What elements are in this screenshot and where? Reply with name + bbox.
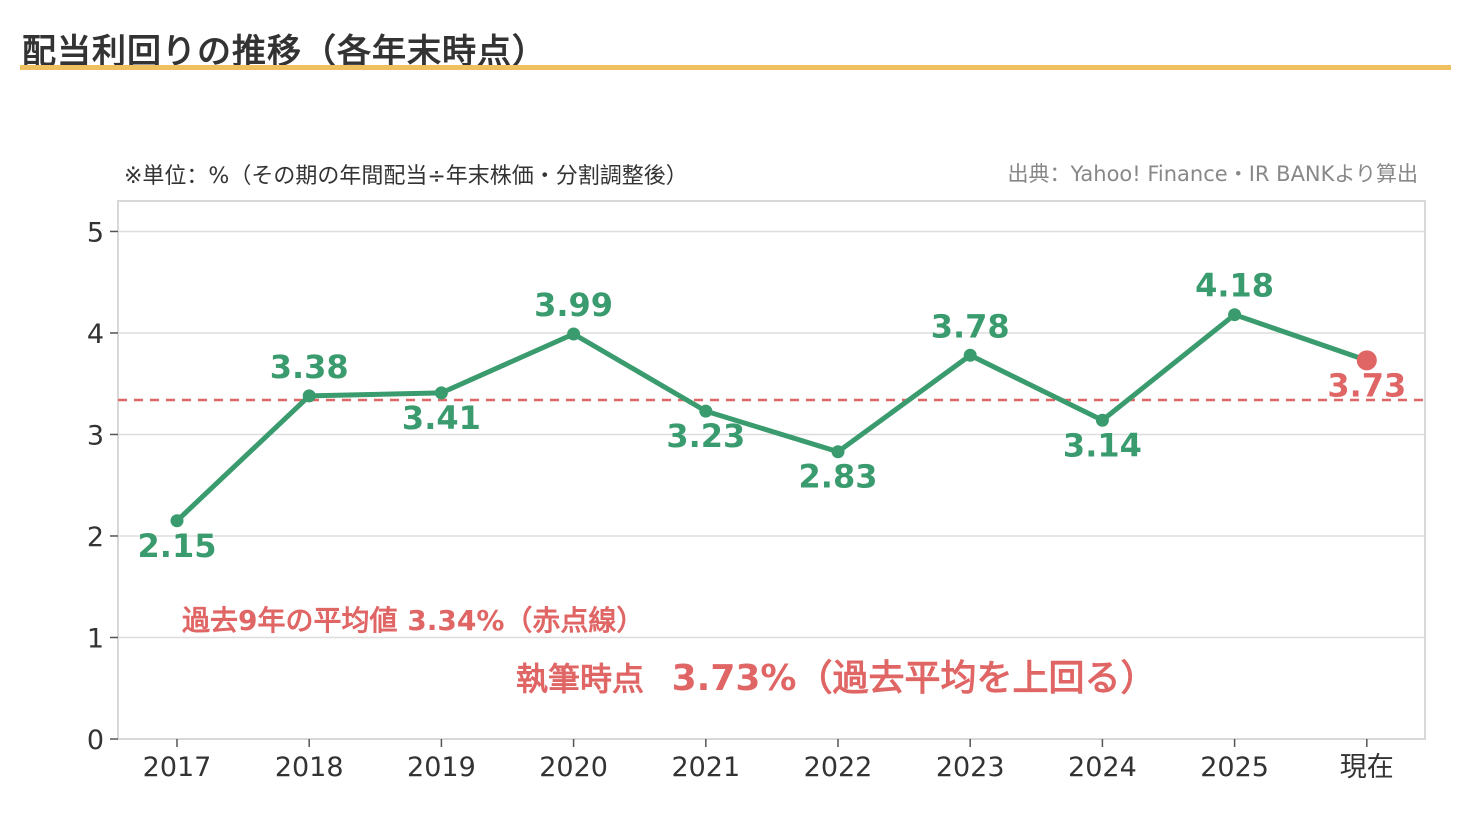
- data-label-9: 3.73: [1327, 366, 1406, 404]
- current-annotation-value: 3.73%（過去平均を上回る）: [672, 658, 1157, 699]
- unit-note: ※単位：%（その期の年間配当÷年末株価・分割調整後）: [124, 164, 688, 189]
- y-axis: 0 1 2 3 4 5: [87, 217, 118, 756]
- data-label-3: 3.99: [534, 286, 613, 324]
- data-point-9: [1356, 350, 1377, 371]
- data-label-8: 4.18: [1195, 267, 1274, 305]
- x-tick-label-3: 2020: [539, 752, 608, 783]
- x-tick-label-9: 現在: [1340, 752, 1394, 783]
- data-points: [170, 308, 1377, 528]
- y-tick-label-5: 5: [87, 217, 104, 248]
- data-label-5: 2.83: [799, 458, 878, 496]
- y-tick-label-1: 1: [87, 623, 104, 654]
- x-tick-label-2: 2019: [407, 752, 476, 783]
- y-tick-label-4: 4: [87, 319, 104, 350]
- data-labels: 2.15 3.38 3.41 3.99 3.23 2.83 3.78 3.14 4.18 3.73: [138, 267, 1407, 565]
- data-label-7: 3.14: [1063, 426, 1142, 464]
- x-tick-label-8: 2025: [1200, 752, 1269, 783]
- plot-frame: [117, 200, 1426, 740]
- source-note: 出典：Yahoo! Finance・IR BANKより算出: [1007, 162, 1418, 186]
- series-line: [175, 312, 1368, 523]
- x-tick-label-6: 2023: [936, 752, 1005, 783]
- x-tick-label-1: 2018: [275, 752, 344, 783]
- y-tick-label-0: 0: [87, 725, 104, 756]
- data-point-0: [170, 514, 184, 528]
- data-point-7: [1095, 413, 1109, 427]
- data-point-5: [831, 445, 845, 459]
- x-tick-label-5: 2022: [804, 752, 873, 783]
- data-label-0: 2.15: [138, 527, 217, 565]
- data-point-4: [699, 404, 713, 418]
- x-tick-label-0: 2017: [143, 752, 212, 783]
- average-annotation: 過去9年の平均値 3.34%（赤点線）: [182, 604, 644, 637]
- grid-lines: [118, 230, 1425, 639]
- current-annotation: 執筆時点 3.73%（過去平均を上回る）: [516, 658, 1157, 699]
- data-label-4: 3.23: [666, 417, 745, 455]
- data-point-1: [302, 389, 316, 403]
- data-point-3: [567, 327, 581, 341]
- data-point-6: [963, 348, 977, 362]
- x-axis: 2017 2018 2019 2020 2021 2022 2023 2024 2025 現在: [143, 739, 1394, 783]
- y-tick-label-3: 3: [87, 420, 104, 451]
- x-tick-label-4: 2021: [671, 752, 740, 783]
- y-tick-label-2: 2: [87, 522, 104, 553]
- data-label-1: 3.38: [270, 348, 349, 386]
- data-label-6: 3.78: [931, 307, 1010, 345]
- x-tick-label-7: 2024: [1068, 752, 1137, 783]
- data-label-2: 3.41: [402, 399, 481, 437]
- current-annotation-prefix: 執筆時点: [516, 660, 644, 698]
- data-point-8: [1228, 308, 1242, 322]
- title-underline: [20, 65, 1451, 70]
- data-point-2: [434, 386, 448, 400]
